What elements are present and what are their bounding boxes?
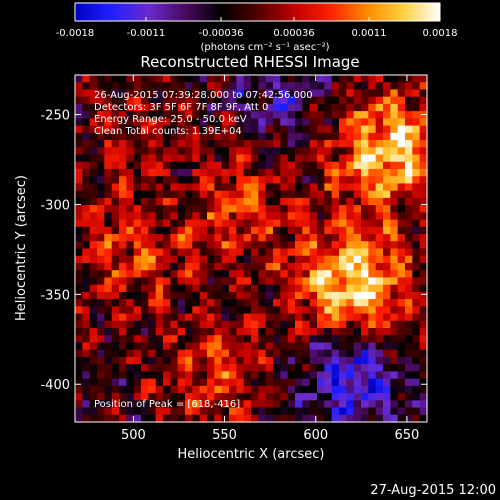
y-tick-label: -250 xyxy=(40,109,70,124)
y-axis-label: Heliocentric Y (arcsec) xyxy=(14,175,29,321)
y-axis-ticks: -250 -300 -350 -400 xyxy=(40,109,427,393)
colorbar-tick-label: -0.0018 xyxy=(56,28,95,39)
chart-title: Reconstructed RHESSI Image xyxy=(140,53,359,71)
colorbar: -0.0018 -0.0011 -0.00036 0.00036 0.0011 0.001… xyxy=(56,2,458,53)
colorbar-tick-label: -0.0011 xyxy=(127,28,166,39)
info-line: Detectors: 3F 5F 6F 7F 8F 9F, Att 0 xyxy=(94,102,268,113)
peak-position-label: Position of Peak = [618,-416] xyxy=(94,399,240,410)
plot-frame xyxy=(74,74,428,423)
colorbar-tick-label: 0.00036 xyxy=(273,28,314,39)
observation-info: 26-Aug-2015 07:39:28.000 to 07:42:56.000… xyxy=(94,90,313,137)
y-tick-label: -350 xyxy=(40,288,70,303)
colorbar-tick-label: 0.0011 xyxy=(352,28,387,39)
x-tick-label: 650 xyxy=(395,428,420,443)
y-tick-label: -400 xyxy=(40,378,70,393)
colorbar-ticks: -0.0018 -0.0011 -0.00036 0.00036 0.0011 0.001… xyxy=(56,17,458,39)
footer-date: 27-Aug-2015 12:00 xyxy=(370,483,496,498)
colorbar-units: (photons cm⁻² s⁻¹ asec⁻²) xyxy=(200,42,329,53)
x-tick-label: 600 xyxy=(303,428,328,443)
heatmap-image xyxy=(75,75,428,423)
info-line: 26-Aug-2015 07:39:28.000 to 07:42:56.000 xyxy=(94,90,313,101)
x-tick-label: 550 xyxy=(212,428,237,443)
colorbar-tick-label: 0.0018 xyxy=(423,28,458,39)
x-axis-label: Heliocentric X (arcsec) xyxy=(178,447,325,462)
info-line: Energy Range: 25.0 - 50.0 keV xyxy=(94,114,247,125)
x-tick-label: 500 xyxy=(121,428,146,443)
x-axis-ticks: 500 550 600 650 xyxy=(121,75,419,443)
colorbar-tick-label: -0.00036 xyxy=(199,28,244,39)
colorbar-gradient xyxy=(74,2,441,22)
y-tick-label: -300 xyxy=(40,198,70,213)
info-line: Clean Total counts: 1.39E+04 xyxy=(94,126,242,137)
